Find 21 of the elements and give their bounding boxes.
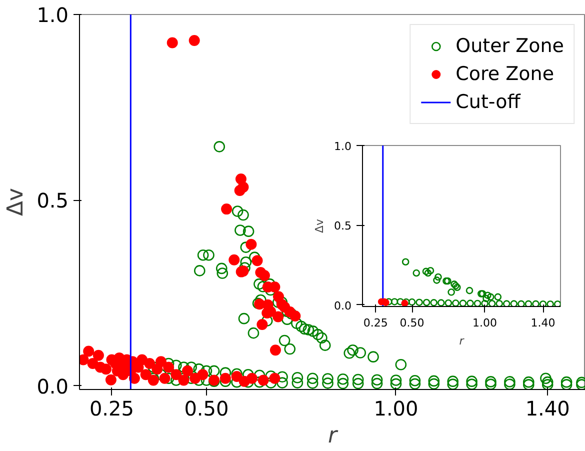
y-tick-label: 0.5	[36, 188, 69, 213]
x-tick-label: 1.00	[374, 396, 418, 420]
y-axis-title: Δv	[313, 218, 326, 234]
x-tick-label: 1.00	[472, 316, 498, 330]
x-tick-label: 0.25	[89, 396, 134, 420]
legend-label: Cut-off	[456, 91, 520, 113]
y-tick-label: 0.5	[334, 220, 352, 233]
y-tick-label: 1.0	[36, 3, 69, 27]
legend-label: Outer Zone	[456, 35, 564, 57]
x-tick-label: 0.25	[363, 316, 388, 330]
x-tick-label: 1.40	[530, 316, 556, 330]
x-tick-label: 0.50	[184, 396, 229, 420]
legend-label: Core Zone	[456, 63, 554, 85]
x-tick-label: 0.50	[400, 316, 424, 330]
y-axis-title: Δv	[4, 188, 29, 216]
x-axis-title: r	[328, 424, 339, 448]
x-tick-label: 1.40	[525, 396, 570, 420]
y-tick-label: 0.0	[36, 374, 69, 398]
x-axis-title: r	[459, 334, 466, 348]
y-tick-label: 1.0	[334, 140, 352, 153]
y-tick-label: 0.0	[334, 299, 352, 312]
